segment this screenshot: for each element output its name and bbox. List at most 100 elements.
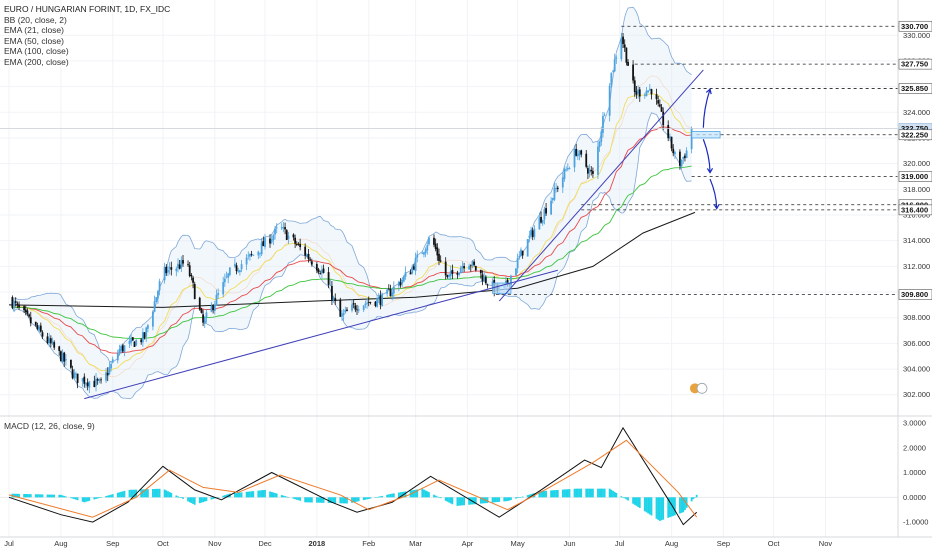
macd-histogram-bar (613, 491, 616, 498)
macd-histogram-bar (561, 489, 564, 498)
macd-histogram-bar (36, 494, 39, 498)
macd-histogram-bar (491, 497, 494, 503)
candle-body (469, 265, 472, 267)
candle-body (580, 150, 583, 155)
macd-histogram-bar (249, 491, 251, 498)
macd-histogram-bar (461, 497, 464, 506)
macd-histogram-bar (643, 497, 646, 512)
indicator-ema21[interactable]: EMA (21, close) (4, 25, 64, 36)
candle-body (520, 249, 522, 257)
price-tick-label: 312.000 (903, 262, 930, 271)
candle-body (627, 61, 629, 66)
candle-body (295, 244, 298, 245)
candle-body (643, 94, 646, 96)
drawings (0, 25, 898, 400)
indicator-bb[interactable]: BB (20, close, 2) (4, 14, 67, 25)
indicator-ema200[interactable]: EMA (200, close) (4, 56, 69, 67)
candle-body (178, 264, 181, 269)
candle-body (182, 260, 184, 264)
macd-tick-label: -1.0000 (903, 518, 928, 527)
macd-histogram-bar (446, 497, 449, 502)
macd-histogram-bar (83, 497, 86, 503)
macd-histogram-bar (212, 497, 215, 499)
candle-body (608, 85, 611, 116)
candle-body (346, 309, 348, 312)
macd-histogram-bar (295, 497, 298, 500)
candle-body (106, 372, 109, 376)
macd-histogram-bar (493, 497, 496, 503)
candle-body (434, 243, 437, 249)
macd-histogram-bar (565, 489, 568, 498)
macd-histogram-bar (391, 493, 394, 498)
candle-body (327, 272, 330, 285)
candle-body (75, 373, 77, 375)
projection-arrow (702, 139, 711, 173)
candle-body (561, 177, 564, 188)
indicator-ema50[interactable]: EMA (50, close) (4, 35, 64, 46)
macd-histogram-bar (364, 497, 367, 500)
candle-body (202, 314, 204, 323)
candle-body (515, 268, 517, 276)
candle-body (672, 148, 675, 154)
candle-body (163, 266, 166, 281)
macd-histogram-bar (438, 497, 440, 498)
macd-legend[interactable]: MACD (12, 26, close, 9) (4, 421, 95, 431)
macd-histogram-bar (70, 497, 72, 499)
candle-body (86, 382, 89, 387)
candle-body (439, 260, 442, 262)
indicator-ema100[interactable]: EMA (100, close) (4, 46, 69, 57)
macd-histogram-bar (110, 494, 112, 498)
macd-tick-label: 1.0000 (903, 468, 926, 477)
macd-histogram-bar (141, 489, 144, 498)
candle-body (250, 254, 253, 255)
macd-histogram-bar (182, 497, 184, 499)
candle-body (18, 305, 20, 308)
candle-body (518, 255, 521, 258)
macd-histogram-bar (600, 488, 603, 498)
macd-histogram-bar (46, 494, 49, 498)
macd-histogram-bar (413, 490, 415, 498)
macd-histogram-bar (262, 490, 265, 498)
macd-histogram-bar (456, 497, 459, 506)
level-tag-label: 330.700 (901, 22, 928, 31)
candle-body (423, 252, 425, 255)
macd-histogram-bar (85, 497, 87, 502)
price-tick-label: 320.000 (903, 159, 930, 168)
ema50-line (12, 126, 692, 354)
macd-histogram-bar (679, 497, 681, 514)
candle-body (530, 229, 532, 236)
candle-body (34, 321, 37, 326)
candle-body (474, 265, 477, 271)
candle-body (690, 128, 693, 150)
macd-histogram-bar (18, 493, 20, 498)
candle-body (612, 70, 614, 72)
macd-histogram-bar (397, 492, 400, 498)
macd-histogram-bar (274, 492, 276, 498)
candle-body (152, 311, 154, 327)
symbol-title[interactable]: EURO / HUNGARIAN FORINT, 1D, FX_IDC (4, 4, 171, 14)
candle-body (402, 276, 405, 282)
candle-body (245, 257, 248, 265)
candle-body (81, 378, 84, 382)
time-tick-label: Dec (258, 539, 272, 548)
macd-histogram-bar (494, 497, 497, 503)
macd-histogram-bar (434, 495, 437, 498)
time-tick-label: Apr (462, 539, 474, 548)
candle-body (533, 228, 536, 237)
macd-histogram-bar (202, 497, 204, 503)
macd-histogram-bar (105, 496, 107, 498)
macd-histogram-bar (379, 496, 382, 498)
candle-body (70, 359, 72, 368)
macd-histogram-bar (270, 491, 273, 498)
candle-body (655, 94, 658, 100)
macd-histogram-bar (597, 488, 599, 498)
candle-body (449, 271, 452, 277)
candle-body (76, 373, 79, 383)
candle-body (387, 288, 390, 290)
candle-body (684, 155, 686, 158)
time-tick-label: Jul (4, 539, 14, 548)
macd-histogram-bar (386, 494, 389, 498)
macd-histogram-bar (163, 489, 166, 498)
candle-body (531, 230, 534, 238)
